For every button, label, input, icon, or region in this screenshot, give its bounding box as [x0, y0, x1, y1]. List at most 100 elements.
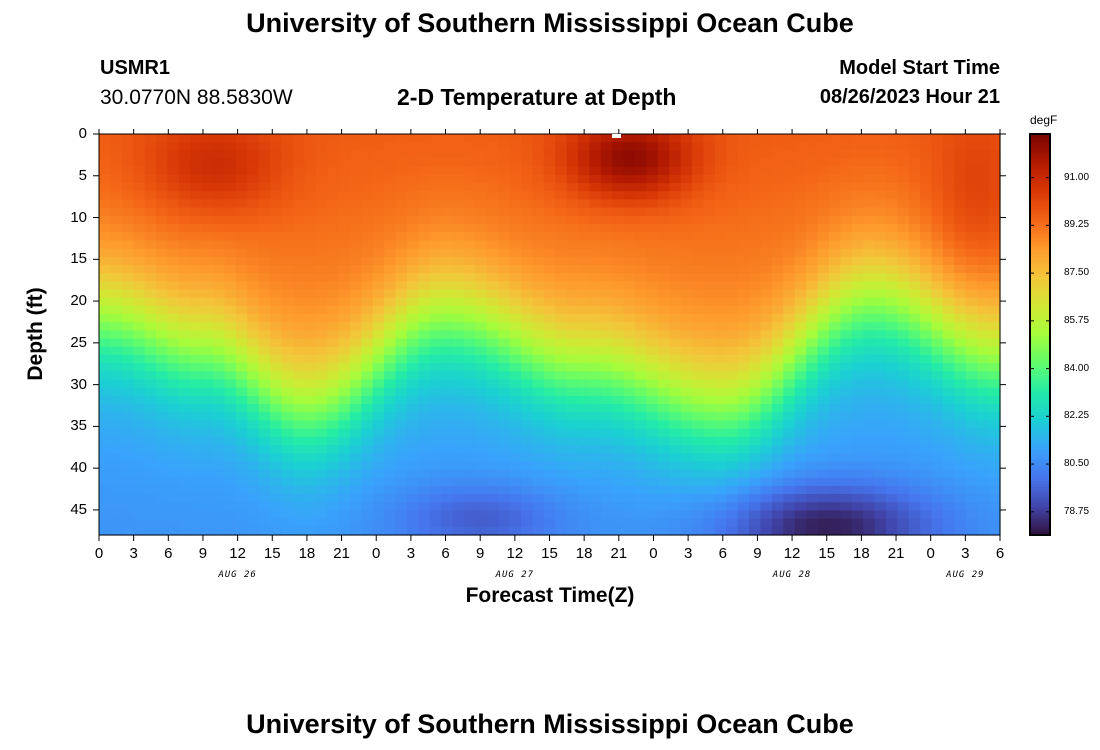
colorbar-cell: [1030, 449, 1050, 453]
heatmap-cell: [669, 420, 682, 430]
heatmap-cell: [988, 453, 1001, 462]
heatmap-cell: [817, 224, 830, 233]
heatmap-cell: [247, 305, 260, 315]
heatmap-cell: [874, 428, 887, 438]
heatmap-cell: [178, 322, 191, 331]
heatmap-cell: [509, 240, 522, 250]
heatmap-cell: [988, 305, 1001, 315]
heatmap-cell: [429, 428, 442, 438]
heatmap-cell: [270, 240, 283, 250]
heatmap-cell: [258, 387, 271, 397]
heatmap-cell: [178, 338, 191, 348]
heatmap-cell: [885, 428, 898, 438]
heatmap-cell: [190, 142, 203, 151]
x-tick-label: 18: [298, 545, 316, 562]
heatmap-cell: [144, 248, 157, 258]
heatmap-cell: [178, 150, 191, 160]
heatmap-cell: [486, 134, 499, 143]
heatmap-cell: [874, 273, 887, 282]
colorbar-cell: [1030, 163, 1050, 167]
heatmap-cell: [760, 379, 773, 389]
heatmap-cell: [794, 436, 807, 446]
heatmap-cell: [657, 330, 670, 340]
heatmap-cell: [703, 404, 716, 413]
heatmap-cell: [213, 379, 226, 389]
heatmap-cell: [612, 510, 625, 520]
heatmap-cell: [441, 412, 454, 422]
heatmap-cell: [897, 338, 910, 348]
heatmap-cell: [555, 215, 568, 225]
heatmap-cell: [908, 322, 921, 331]
heatmap-cell: [213, 469, 226, 479]
heatmap-cell: [99, 232, 112, 241]
heatmap-cell: [304, 526, 317, 536]
heatmap-cell: [954, 199, 967, 209]
heatmap-cell: [167, 297, 180, 307]
heatmap-cell: [292, 494, 305, 503]
heatmap-cell: [452, 322, 465, 331]
heatmap-cell: [201, 346, 214, 356]
heatmap-cell: [452, 412, 465, 422]
heatmap-cell: [475, 371, 488, 381]
heatmap-cell: [965, 469, 978, 479]
heatmap-cell: [623, 281, 636, 291]
heatmap-cell: [224, 305, 237, 315]
heatmap-cell: [874, 174, 887, 184]
heatmap-cell: [885, 232, 898, 241]
heatmap-cell: [897, 174, 910, 184]
heatmap-cell: [977, 215, 990, 225]
heatmap-cell: [646, 518, 659, 528]
heatmap-cell: [395, 174, 408, 184]
heatmap-cell: [121, 485, 134, 495]
heatmap-cell: [908, 379, 921, 389]
heatmap-cell: [931, 134, 944, 143]
heatmap-cell: [635, 224, 648, 233]
heatmap-cell: [133, 395, 146, 405]
heatmap-cell: [498, 453, 511, 462]
heatmap-cell: [863, 256, 876, 266]
heatmap-cell: [247, 281, 260, 291]
heatmap-cell: [338, 224, 351, 233]
heatmap-cell: [133, 174, 146, 184]
heatmap-cell: [612, 395, 625, 405]
heatmap-cell: [156, 371, 169, 381]
heatmap-cell: [201, 248, 214, 258]
heatmap-cell: [190, 322, 203, 331]
heatmap-cell: [361, 297, 374, 307]
heatmap-cell: [863, 395, 876, 405]
heatmap-cell: [760, 485, 773, 495]
heatmap-cell: [635, 518, 648, 528]
heatmap-cell: [281, 191, 294, 201]
heatmap-cell: [281, 183, 294, 192]
heatmap-cell: [931, 526, 944, 536]
colorbar-tick-label: 85.75: [1064, 314, 1090, 326]
heatmap-cell: [623, 469, 636, 479]
heatmap-cell: [737, 215, 750, 225]
heatmap-cell: [509, 461, 522, 471]
heatmap-cell: [429, 395, 442, 405]
heatmap-cell: [384, 510, 397, 520]
heatmap-cell: [578, 264, 591, 274]
heatmap-cell: [258, 314, 271, 323]
heatmap-cell: [349, 494, 362, 503]
heatmap-cell: [965, 518, 978, 528]
heatmap-cell: [726, 248, 739, 258]
heatmap-cell: [167, 305, 180, 315]
heatmap-cell: [133, 134, 146, 143]
heatmap-cell: [863, 174, 876, 184]
heatmap-cell: [418, 518, 431, 528]
heatmap-cell: [520, 199, 533, 209]
heatmap-cell: [384, 142, 397, 151]
heatmap-cell: [703, 142, 716, 151]
x-tick-label: 18: [575, 545, 593, 562]
heatmap-cell: [566, 502, 579, 512]
heatmap-cell: [418, 502, 431, 512]
heatmap-cell: [737, 150, 750, 160]
heatmap-cell: [851, 191, 864, 201]
heatmap-cell: [121, 404, 134, 413]
heatmap-cell: [532, 166, 545, 176]
heatmap-cell: [304, 412, 317, 422]
colorbar-cell: [1030, 497, 1050, 501]
heatmap-cell: [406, 494, 419, 503]
heatmap-cell: [452, 281, 465, 291]
